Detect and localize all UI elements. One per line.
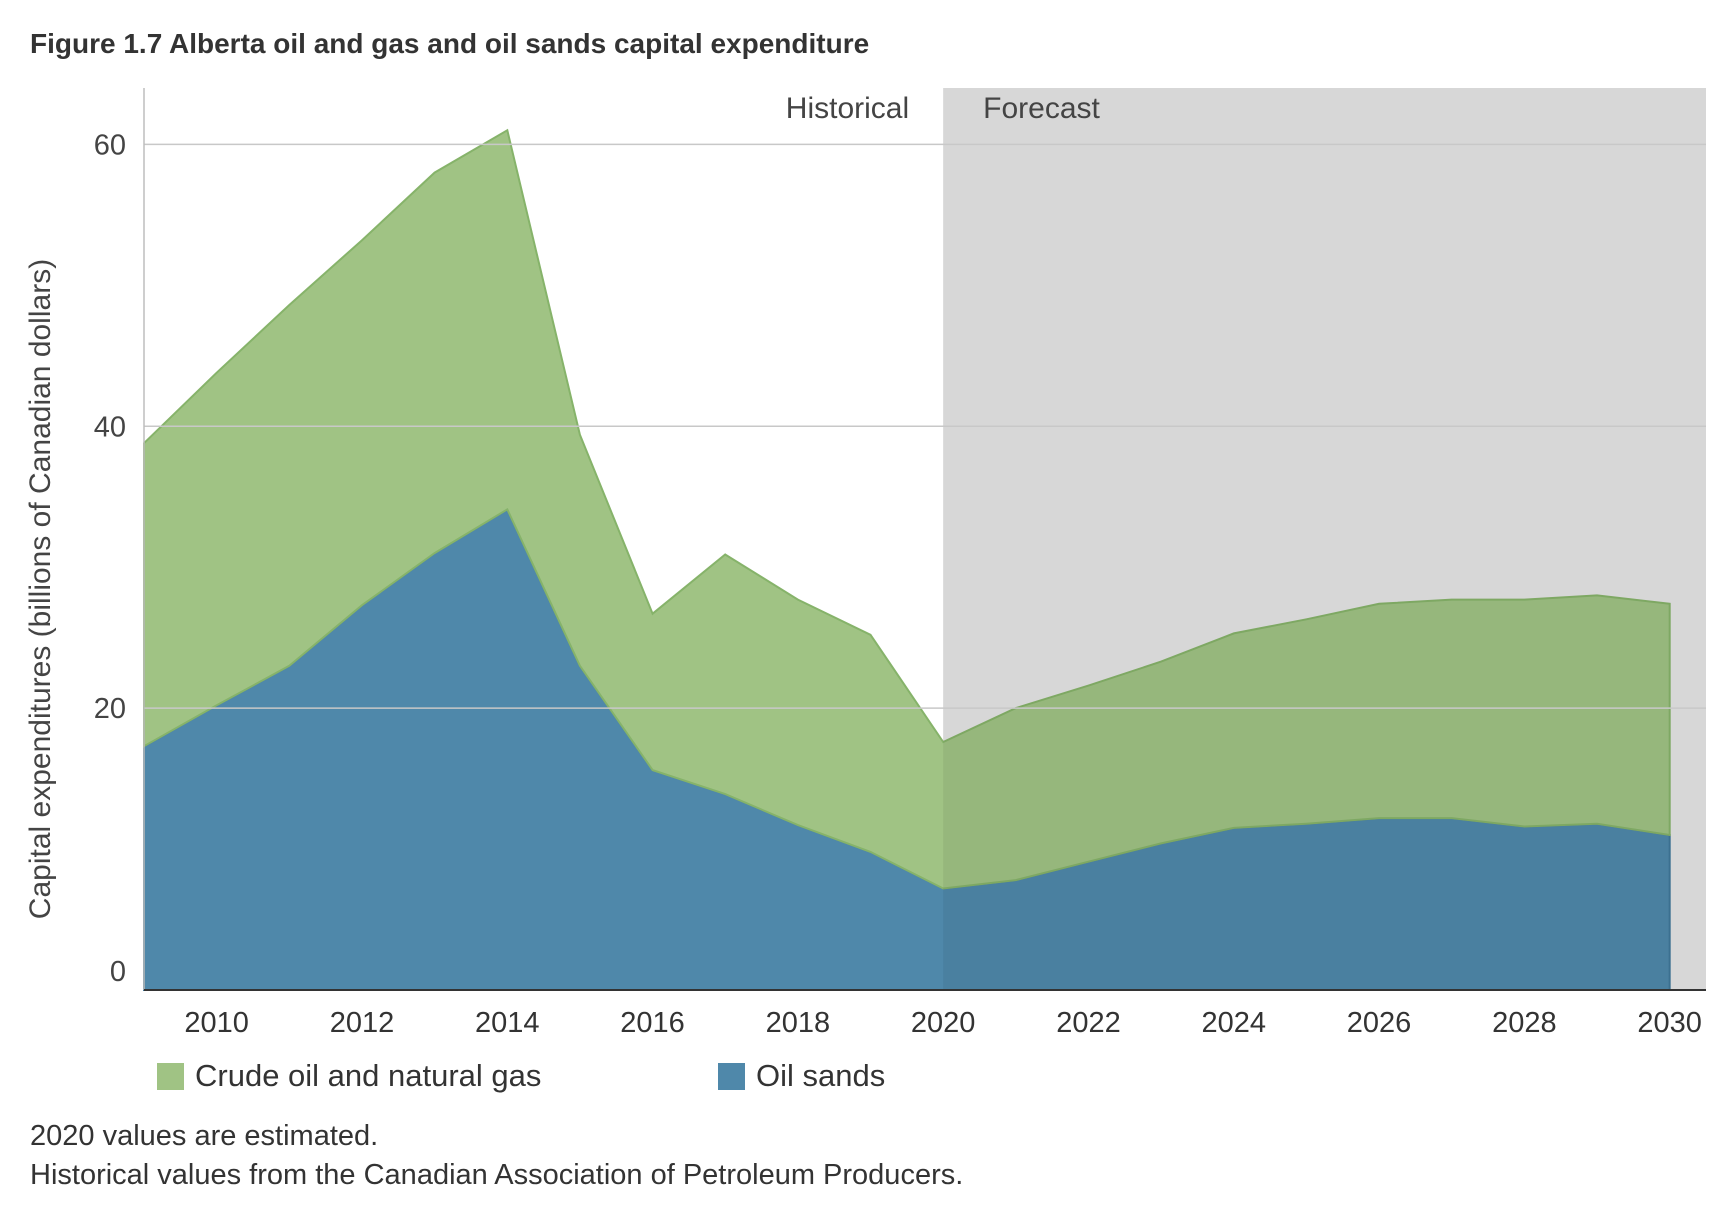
x-tick-label: 2024 <box>1202 1007 1267 1039</box>
x-tick-label: 2028 <box>1492 1007 1557 1039</box>
x-tick-label: 2020 <box>911 1007 976 1039</box>
legend-swatch-crude-oil-gas <box>157 1062 184 1090</box>
legend-label-crude-oil-gas: Crude oil and natural gas <box>195 1058 542 1093</box>
region-label-historical: Historical <box>786 92 909 125</box>
y-tick-label: 20 <box>94 693 126 725</box>
x-tick-label: 2018 <box>766 1007 831 1039</box>
legend-label-oil-sands: Oil sands <box>756 1058 886 1093</box>
legend-item-oil-sands: Oil sands <box>718 1058 885 1094</box>
note-estimated: 2020 values are estimated. <box>30 1120 379 1152</box>
x-tick-label: 2010 <box>184 1007 249 1039</box>
forecast-overlay <box>943 88 1706 990</box>
y-axis-title: Capital expenditures (billions of Canadi… <box>24 259 57 919</box>
x-tick-label: 2022 <box>1056 1007 1121 1039</box>
x-tick-label: 2016 <box>620 1007 685 1039</box>
legend-swatch-oil-sands <box>718 1062 745 1090</box>
y-tick-label: 0 <box>110 956 126 988</box>
legend-item-crude-oil-gas: Crude oil and natural gas <box>157 1058 541 1094</box>
x-tick-label: 2026 <box>1347 1007 1412 1039</box>
x-tick-label: 2030 <box>1637 1007 1702 1039</box>
y-tick-label: 60 <box>94 129 126 161</box>
chart-title: Figure 1.7 Alberta oil and gas and oil s… <box>30 28 870 59</box>
x-tick-label: 2012 <box>330 1007 395 1039</box>
series-area-crude-oil-gas <box>143 128 1671 890</box>
note-source: Historical values from the Canadian Asso… <box>30 1159 964 1191</box>
x-tick-label: 2014 <box>475 1007 540 1039</box>
y-tick-label: 40 <box>94 411 126 443</box>
region-label-forecast: Forecast <box>983 92 1100 125</box>
